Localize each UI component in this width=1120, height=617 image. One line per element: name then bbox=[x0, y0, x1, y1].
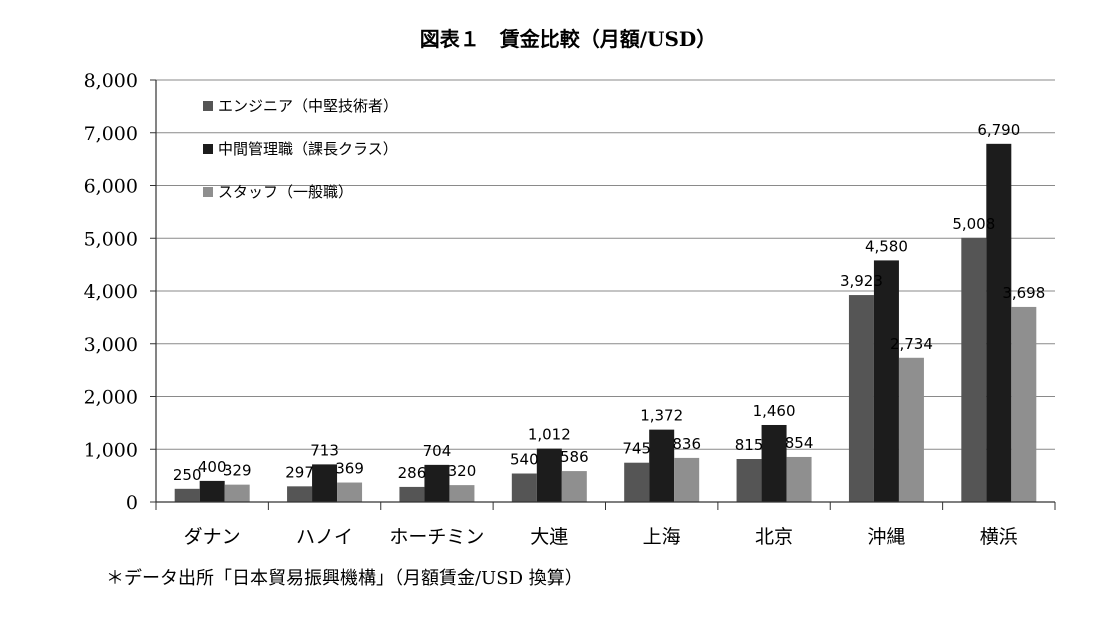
legend-label: エンジニア（中堅技術者） bbox=[218, 97, 398, 115]
data-label: 836 bbox=[672, 435, 701, 453]
x-tick-label: 北京 bbox=[755, 526, 793, 548]
x-tick-label: ホーチミン bbox=[389, 526, 484, 548]
x-tick-label: 横浜 bbox=[980, 526, 1018, 548]
data-label: 1,372 bbox=[640, 407, 683, 425]
data-label: 250 bbox=[173, 466, 202, 484]
x-axis: ダナン ハノイ ホーチミン 大連 上海 北京 沖縄 横浜 bbox=[155, 502, 1056, 548]
legend-swatch bbox=[203, 144, 213, 154]
y-tick-label: 1,000 bbox=[84, 439, 138, 461]
data-label: 400 bbox=[198, 458, 227, 476]
bar bbox=[561, 471, 587, 502]
legend-label: スタッフ（一般職） bbox=[218, 183, 353, 201]
legend-swatch bbox=[203, 101, 213, 111]
data-label: 586 bbox=[560, 448, 589, 466]
bar bbox=[224, 484, 250, 502]
bar bbox=[399, 486, 425, 502]
data-label: 1,460 bbox=[753, 402, 796, 420]
y-tick-label: 6,000 bbox=[84, 176, 138, 198]
bar bbox=[848, 295, 874, 502]
bar bbox=[536, 448, 562, 502]
y-tick-label: 3,000 bbox=[84, 334, 138, 356]
bar bbox=[424, 464, 450, 502]
x-tick-label: ダナン bbox=[184, 526, 241, 548]
data-label: 704 bbox=[423, 442, 452, 460]
y-tick-label: 4,000 bbox=[84, 281, 138, 303]
bar bbox=[174, 488, 200, 502]
bar bbox=[449, 485, 475, 502]
data-label: 815 bbox=[735, 436, 764, 454]
bar bbox=[961, 237, 987, 502]
bar bbox=[649, 429, 675, 502]
y-tick-label: 5,000 bbox=[84, 228, 138, 250]
bar bbox=[786, 456, 812, 502]
bar bbox=[199, 480, 225, 502]
bar bbox=[761, 424, 787, 502]
data-label: 4,580 bbox=[865, 237, 908, 255]
legend: エンジニア（中堅技術者） 中間管理職（課長クラス） スタッフ（一般職） bbox=[203, 97, 398, 201]
data-label: 3,698 bbox=[1002, 284, 1045, 302]
x-tick-label: ハノイ bbox=[296, 526, 353, 548]
x-tick-label: 沖縄 bbox=[867, 526, 905, 548]
bar bbox=[1011, 306, 1037, 502]
data-label: 854 bbox=[785, 434, 814, 452]
data-label: 297 bbox=[285, 463, 314, 481]
data-label: 369 bbox=[335, 460, 364, 478]
data-label: 713 bbox=[310, 441, 339, 459]
x-tick-label: 大連 bbox=[530, 526, 568, 548]
data-label: 3,923 bbox=[840, 272, 883, 290]
gridlines bbox=[156, 79, 1055, 450]
data-label: 320 bbox=[448, 462, 477, 480]
data-label: 745 bbox=[622, 440, 651, 458]
data-label: 6,790 bbox=[977, 121, 1020, 139]
y-tick-label: 0 bbox=[126, 492, 138, 514]
y-tick-label: 2,000 bbox=[84, 387, 138, 409]
bar bbox=[511, 473, 537, 502]
bar bbox=[624, 462, 650, 502]
legend-label: 中間管理職（課長クラス） bbox=[218, 140, 398, 158]
bar bbox=[898, 357, 924, 502]
bars bbox=[174, 143, 1037, 502]
bar bbox=[312, 464, 338, 502]
legend-swatch bbox=[203, 187, 213, 197]
chart-title: 図表１ 賃金比較（月額/USD） bbox=[420, 27, 717, 51]
y-tick-label: 8,000 bbox=[84, 70, 138, 92]
bar bbox=[736, 459, 762, 502]
x-tick-label: 上海 bbox=[643, 526, 681, 548]
data-label: 540 bbox=[510, 451, 539, 469]
footnote: ＊データ出所「日本貿易振興機構」（月額賃金/USD 換算） bbox=[106, 568, 583, 589]
y-axis: 0 1,000 2,000 3,000 4,000 5,000 6,000 7,000 8,00… bbox=[84, 70, 156, 514]
data-label: 286 bbox=[398, 464, 427, 482]
bar bbox=[986, 143, 1012, 502]
bar bbox=[873, 260, 899, 502]
data-label: 2,734 bbox=[890, 335, 933, 353]
data-label: 5,008 bbox=[952, 215, 995, 233]
bar bbox=[287, 486, 313, 502]
data-label: 1,012 bbox=[528, 426, 571, 444]
data-label: 329 bbox=[223, 462, 252, 480]
y-tick-label: 7,000 bbox=[84, 123, 138, 145]
bar bbox=[674, 457, 700, 502]
bar bbox=[337, 482, 363, 502]
